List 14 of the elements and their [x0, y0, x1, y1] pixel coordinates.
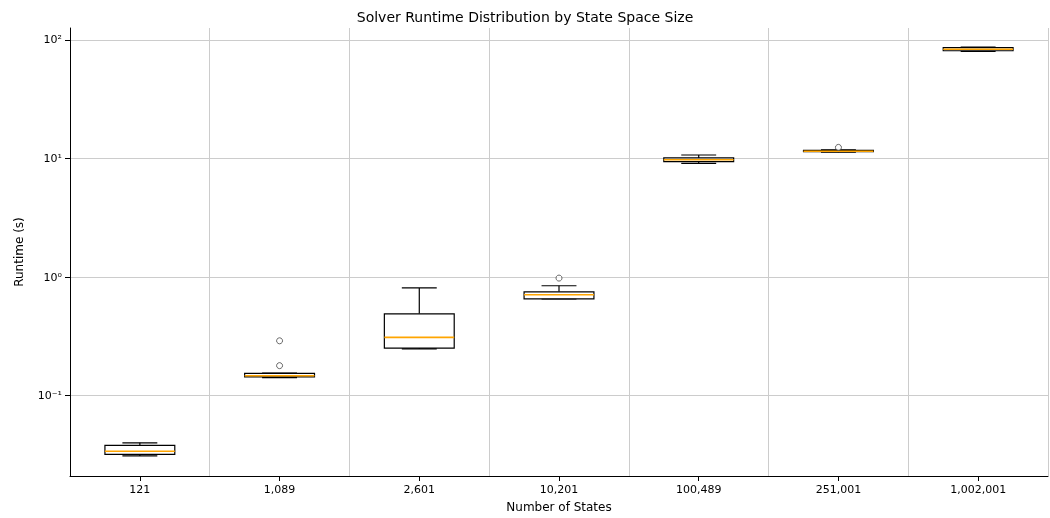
x-tick-label: 121: [129, 483, 151, 496]
chart-title: Solver Runtime Distribution by State Space Size: [356, 9, 694, 25]
y-tick-label: 10¹: [43, 151, 62, 165]
x-axis-title: Number of States: [506, 500, 612, 514]
x-tick-label: 1,089: [263, 483, 296, 496]
y-axis-title: Runtime (s): [12, 217, 26, 287]
x-tick-label: 251,001: [815, 483, 862, 496]
x-tick-label: 10,201: [539, 483, 579, 496]
x-tick-label: 1,002,001: [950, 483, 1007, 496]
y-tick-label: 10²: [43, 33, 62, 47]
y-tick-label: 10⁻¹: [37, 389, 62, 403]
y-tick-label: 10⁰: [43, 270, 63, 284]
x-tick-label: 100,489: [675, 483, 722, 496]
x-tick-label: 2,601: [403, 483, 436, 496]
